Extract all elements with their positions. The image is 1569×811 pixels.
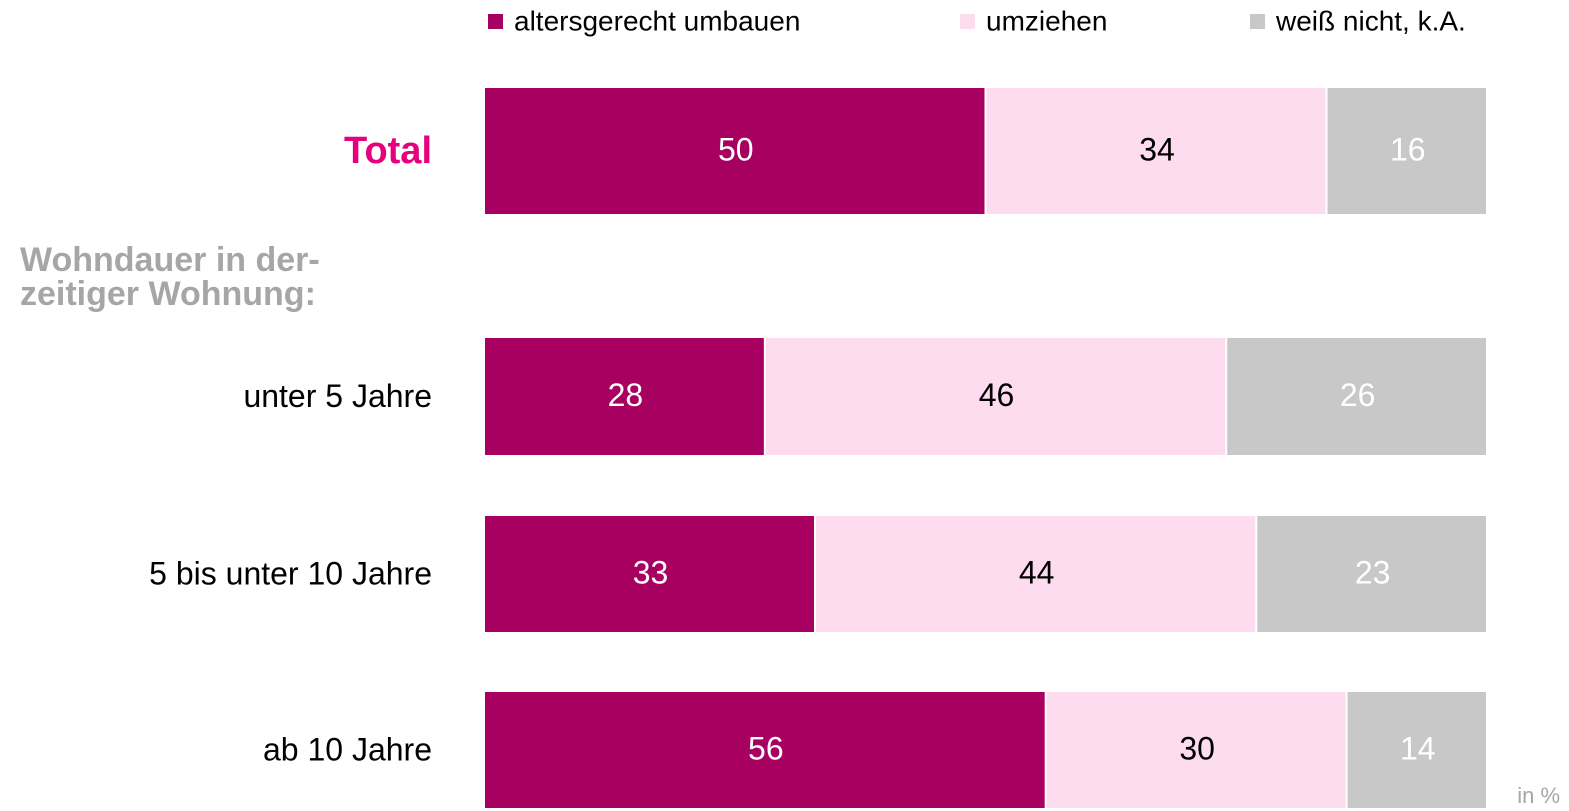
group-label: zeitiger Wohnung: [20, 275, 316, 313]
value-label: 44 [1019, 554, 1055, 590]
value-label: 30 [1179, 730, 1215, 766]
bar-segment [765, 338, 1226, 455]
category-label: unter 5 Jahre [243, 378, 432, 414]
legend-label: weiß nicht, k.A. [1275, 5, 1466, 36]
bar-segment [1257, 516, 1486, 632]
value-label: 33 [633, 554, 669, 590]
unit-note: in % [1517, 783, 1560, 808]
bar-segment [1227, 338, 1486, 455]
category-label: 5 bis unter 10 Jahre [149, 555, 432, 591]
legend-swatch [960, 14, 975, 29]
value-label: 34 [1139, 131, 1175, 167]
value-label: 26 [1340, 377, 1376, 413]
value-label: 46 [979, 377, 1015, 413]
group-label: Wohndauer in der- [20, 241, 320, 279]
value-label: 16 [1390, 131, 1426, 167]
bar-segment [986, 88, 1326, 214]
legend-label: altersgerecht umbauen [514, 5, 800, 36]
category-label: Total [344, 130, 432, 172]
legend-swatch [488, 14, 503, 29]
bar-segment [485, 338, 764, 455]
value-label: 50 [718, 131, 754, 167]
bar-segment [1046, 692, 1346, 808]
bar-segment [485, 516, 814, 632]
value-label: 23 [1355, 554, 1391, 590]
category-label: ab 10 Jahre [263, 731, 432, 767]
bar-segment [1347, 692, 1486, 808]
value-label: 28 [608, 377, 644, 413]
value-label: 14 [1400, 730, 1436, 766]
bar-segment [485, 692, 1045, 808]
legend-swatch [1250, 14, 1265, 29]
bar-segment [485, 88, 985, 214]
bar-segment [815, 516, 1256, 632]
value-label: 56 [748, 730, 784, 766]
legend-label: umziehen [986, 5, 1107, 36]
bar-segment [1327, 88, 1486, 214]
